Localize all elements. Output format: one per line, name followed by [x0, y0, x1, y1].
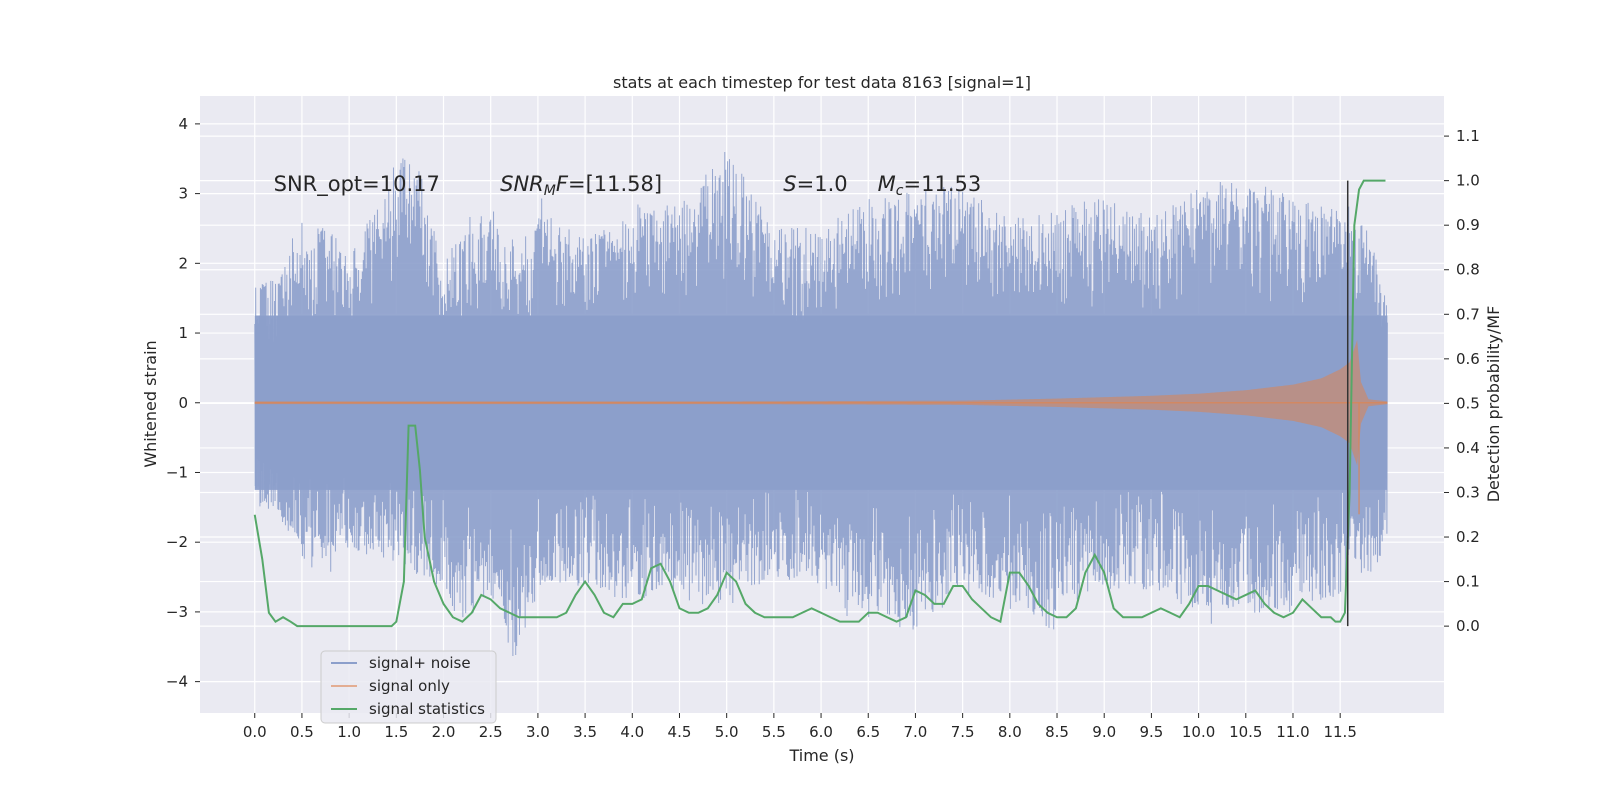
x-tick-label-2: 1.0 [337, 723, 361, 741]
y-right-tick-label-6: 0.6 [1456, 350, 1480, 368]
y-tick-label-2: −2 [166, 533, 188, 551]
x-tick-label-12: 6.0 [809, 723, 833, 741]
legend-label-signal-noise: signal+ noise [369, 654, 471, 672]
y-right-tick-label-3: 0.3 [1456, 483, 1480, 501]
x-tick-label-20: 10.0 [1182, 723, 1215, 741]
y-tick-label-3: −1 [166, 463, 188, 481]
x-tick-label-23: 11.5 [1323, 723, 1356, 741]
y-right-tick-label-10: 1.0 [1456, 172, 1480, 190]
y-right-tick-label-11: 1.1 [1456, 127, 1480, 145]
x-tick-label-1: 0.5 [290, 723, 314, 741]
y-tick-label-1: −3 [166, 603, 188, 621]
y-right-tick-label-5: 0.5 [1456, 394, 1480, 412]
x-axis-label: Time (s) [788, 746, 854, 765]
annotation-2: S=1.0 [783, 172, 847, 196]
x-tick-label-15: 7.5 [951, 723, 975, 741]
y-right-tick-label-7: 0.7 [1456, 305, 1480, 323]
legend-label-signal-only: signal only [369, 677, 450, 695]
annotation-3: Mc=11.53 [878, 172, 982, 199]
signal-only-series [254, 340, 1388, 515]
chart-title: stats at each timestep for test data 816… [613, 73, 1031, 92]
legend-frame [320, 650, 497, 724]
signal-statistics-series [253, 179, 1386, 628]
annotation-0: SNR_opt=10.17 [274, 172, 440, 197]
signal-noise-trace [254, 151, 1388, 656]
y-tick-label-7: 3 [178, 185, 188, 203]
x-tick-label-6: 3.0 [526, 723, 550, 741]
y-axis-ticks: −4 −3 −2 −1 0 1 2 3 4 [166, 115, 200, 691]
y-right-axis-label: Detection probability/MF [1484, 306, 1503, 503]
x-tick-label-21: 10.5 [1229, 723, 1262, 741]
y-right-tick-label-2: 0.2 [1456, 528, 1480, 546]
annotation-1: SNRMF=[11.58] [500, 172, 662, 199]
y-tick-label-6: 2 [178, 254, 188, 272]
x-tick-label-16: 8.0 [998, 723, 1022, 741]
x-tick-label-10: 5.0 [715, 723, 739, 741]
y-right-tick-label-4: 0.4 [1456, 439, 1480, 457]
x-axis-ticks: 0.0 0.5 1.0 1.5 2.0 2.5 3.0 3.5 4.0 4.5 5.0 5.5 6.0 6… [243, 713, 1357, 741]
x-tick-label-0: 0.0 [243, 723, 267, 741]
x-tick-label-4: 2.0 [432, 723, 456, 741]
x-tick-label-9: 4.5 [668, 723, 692, 741]
y-tick-label-0: −4 [166, 673, 188, 691]
x-tick-label-19: 9.5 [1139, 723, 1163, 741]
y-right-axis-ticks: 0.0 0.1 0.2 0.3 0.4 0.5 0.6 0.7 0.8 0.9 1.0 1.1 [1444, 127, 1480, 635]
x-tick-label-14: 7.0 [904, 723, 928, 741]
y-tick-label-5: 1 [178, 324, 188, 342]
x-tick-label-22: 11.0 [1276, 723, 1309, 741]
y-right-tick-label-1: 0.1 [1456, 573, 1480, 591]
y-tick-label-4: 0 [178, 394, 188, 412]
y-tick-label-8: 4 [178, 115, 188, 133]
x-tick-label-8: 4.0 [620, 723, 644, 741]
legend-label-signal-statistics: signal statistics [369, 700, 485, 718]
x-tick-label-3: 1.5 [384, 723, 408, 741]
y-right-tick-label-0: 0.0 [1456, 617, 1480, 635]
x-tick-label-11: 5.5 [762, 723, 786, 741]
y-axis-label: Whitened strain [141, 340, 160, 467]
x-tick-label-18: 9.0 [1092, 723, 1116, 741]
annotations: SNR_opt=10.17 SNRMF=[11.58] S=1.0 Mc=11.53 [274, 172, 982, 199]
x-tick-label-13: 6.5 [856, 723, 880, 741]
y-right-tick-label-9: 0.9 [1456, 216, 1480, 234]
x-tick-label-17: 8.5 [1045, 723, 1069, 741]
signal-statistics-line [253, 179, 1386, 628]
x-tick-label-5: 2.5 [479, 723, 503, 741]
y-right-tick-label-8: 0.8 [1456, 261, 1480, 279]
x-tick-label-7: 3.5 [573, 723, 597, 741]
legend: signal+ noise signal only signal statist… [320, 650, 497, 724]
